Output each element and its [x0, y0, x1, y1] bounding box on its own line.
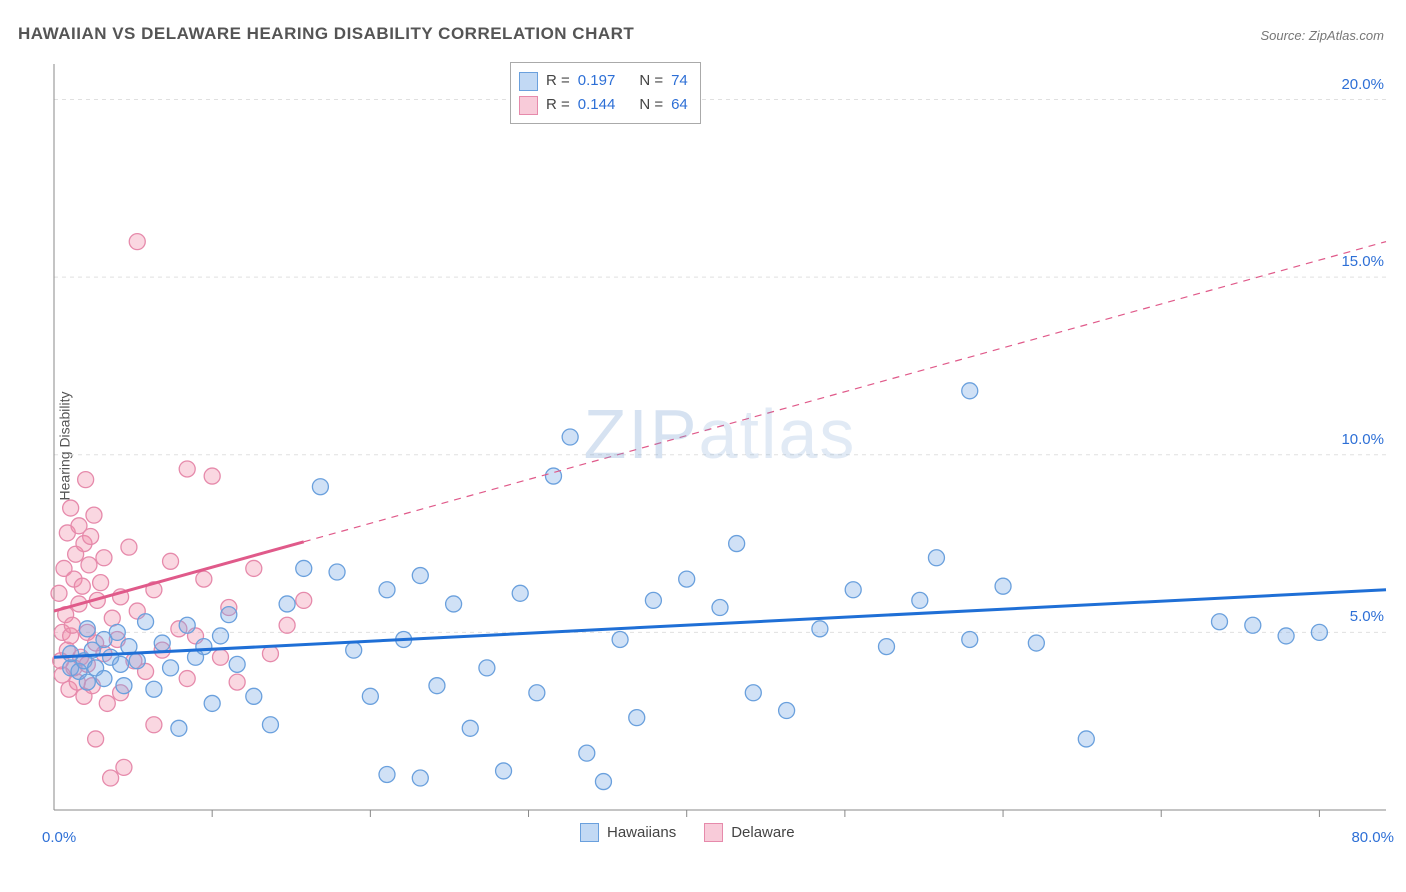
scatter-plot	[50, 60, 1390, 840]
n-label: N =	[639, 69, 663, 93]
source-label: Source: ZipAtlas.com	[1260, 28, 1384, 43]
swatch-delaware-icon	[519, 96, 538, 115]
stats-row-delaware: R = 0.144 N = 64	[519, 93, 688, 117]
legend-label-hawaiians: Hawaiians	[607, 824, 676, 841]
swatch-delaware-icon	[704, 823, 723, 842]
legend-item-hawaiians: Hawaiians	[580, 823, 676, 842]
chart-title: HAWAIIAN VS DELAWARE HEARING DISABILITY …	[18, 24, 634, 44]
n-value-hawaiians: 74	[671, 69, 688, 93]
swatch-hawaiians-icon	[580, 823, 599, 842]
n-value-delaware: 64	[671, 93, 688, 117]
x-max-label: 80.0%	[1351, 829, 1394, 846]
stats-box: R = 0.197 N = 74 R = 0.144 N = 64	[510, 62, 701, 124]
r-label: R =	[546, 69, 570, 93]
legend-item-delaware: Delaware	[704, 823, 794, 842]
n-label: N =	[639, 93, 663, 117]
r-value-delaware: 0.144	[578, 93, 616, 117]
y-tick-label: 5.0%	[1350, 608, 1384, 625]
legend: Hawaiians Delaware	[580, 823, 795, 842]
legend-label-delaware: Delaware	[731, 824, 794, 841]
y-tick-label: 15.0%	[1341, 253, 1384, 270]
r-value-hawaiians: 0.197	[578, 69, 616, 93]
x-min-label: 0.0%	[42, 829, 76, 846]
chart-container: ZIPatlas R = 0.197 N = 74 R = 0.144 N = …	[50, 60, 1390, 840]
swatch-hawaiians-icon	[519, 72, 538, 91]
r-label: R =	[546, 93, 570, 117]
stats-row-hawaiians: R = 0.197 N = 74	[519, 69, 688, 93]
y-tick-label: 10.0%	[1341, 431, 1384, 448]
source-prefix: Source:	[1260, 28, 1308, 43]
source-link[interactable]: ZipAtlas.com	[1309, 28, 1384, 43]
y-tick-label: 20.0%	[1341, 76, 1384, 93]
